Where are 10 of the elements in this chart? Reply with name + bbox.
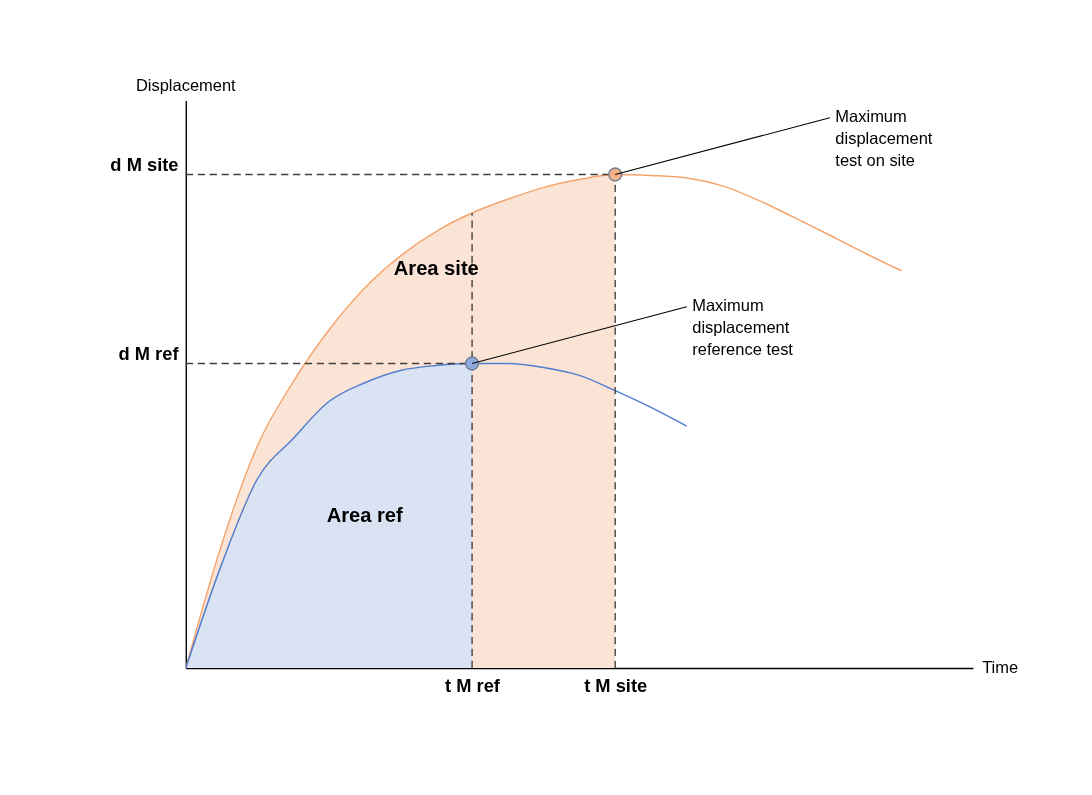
annotation: Maximum displacement reference test: [692, 296, 794, 359]
x-axis-title: Time: [982, 657, 1019, 676]
ref-line-label: d M site: [110, 153, 179, 175]
annotation: Area site: [393, 257, 479, 280]
y-axis-title: Displacement: [135, 76, 237, 95]
x-tick-label: t M ref: [445, 675, 501, 697]
annotation: Maximum displacement test on site: [835, 107, 933, 170]
ref-line-label: d M ref: [118, 342, 180, 364]
x-tick-label: t M site: [584, 675, 648, 697]
annotation: Area ref: [326, 504, 404, 527]
